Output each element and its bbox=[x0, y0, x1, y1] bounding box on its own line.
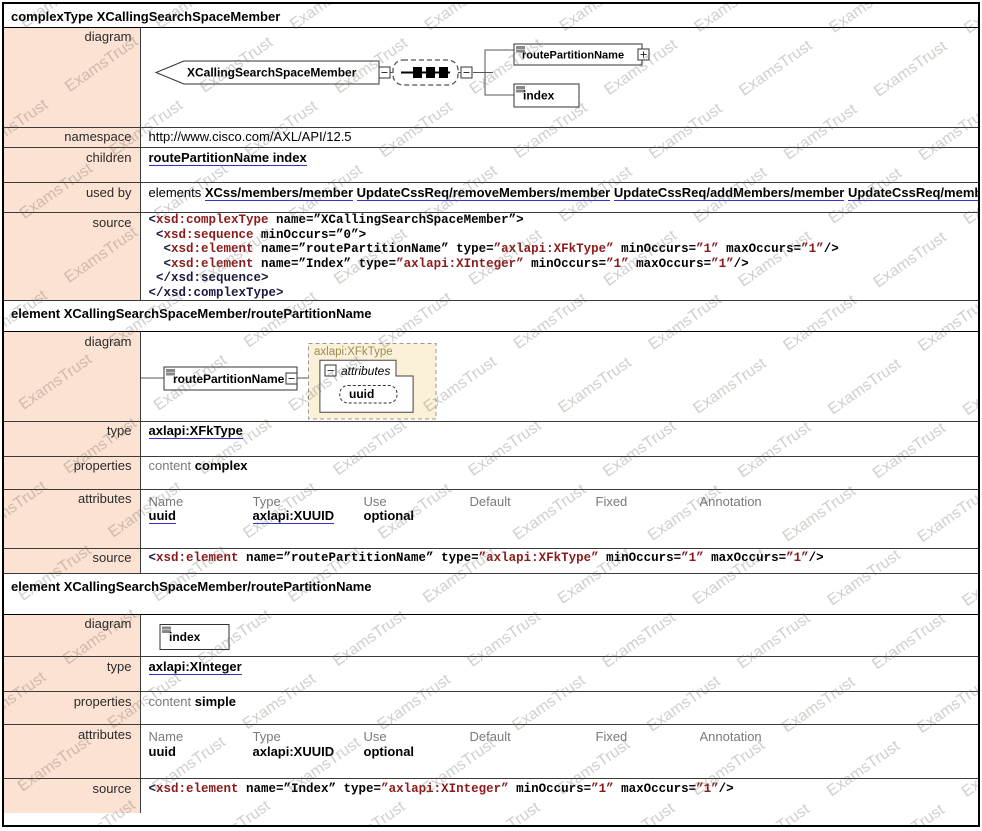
svg-text:routePartitionName: routePartitionName bbox=[173, 372, 285, 386]
svg-text:routePartitionName: routePartitionName bbox=[522, 49, 624, 61]
svg-text:XCallingSearchSpaceMember: XCallingSearchSpaceMember bbox=[187, 65, 357, 79]
svg-text:index: index bbox=[523, 88, 555, 102]
svg-text:uuid: uuid bbox=[349, 387, 374, 401]
svg-text:attributes: attributes bbox=[341, 364, 390, 378]
svg-text:axlapi:XFkType: axlapi:XFkType bbox=[314, 346, 393, 358]
svg-text:index: index bbox=[169, 630, 201, 644]
